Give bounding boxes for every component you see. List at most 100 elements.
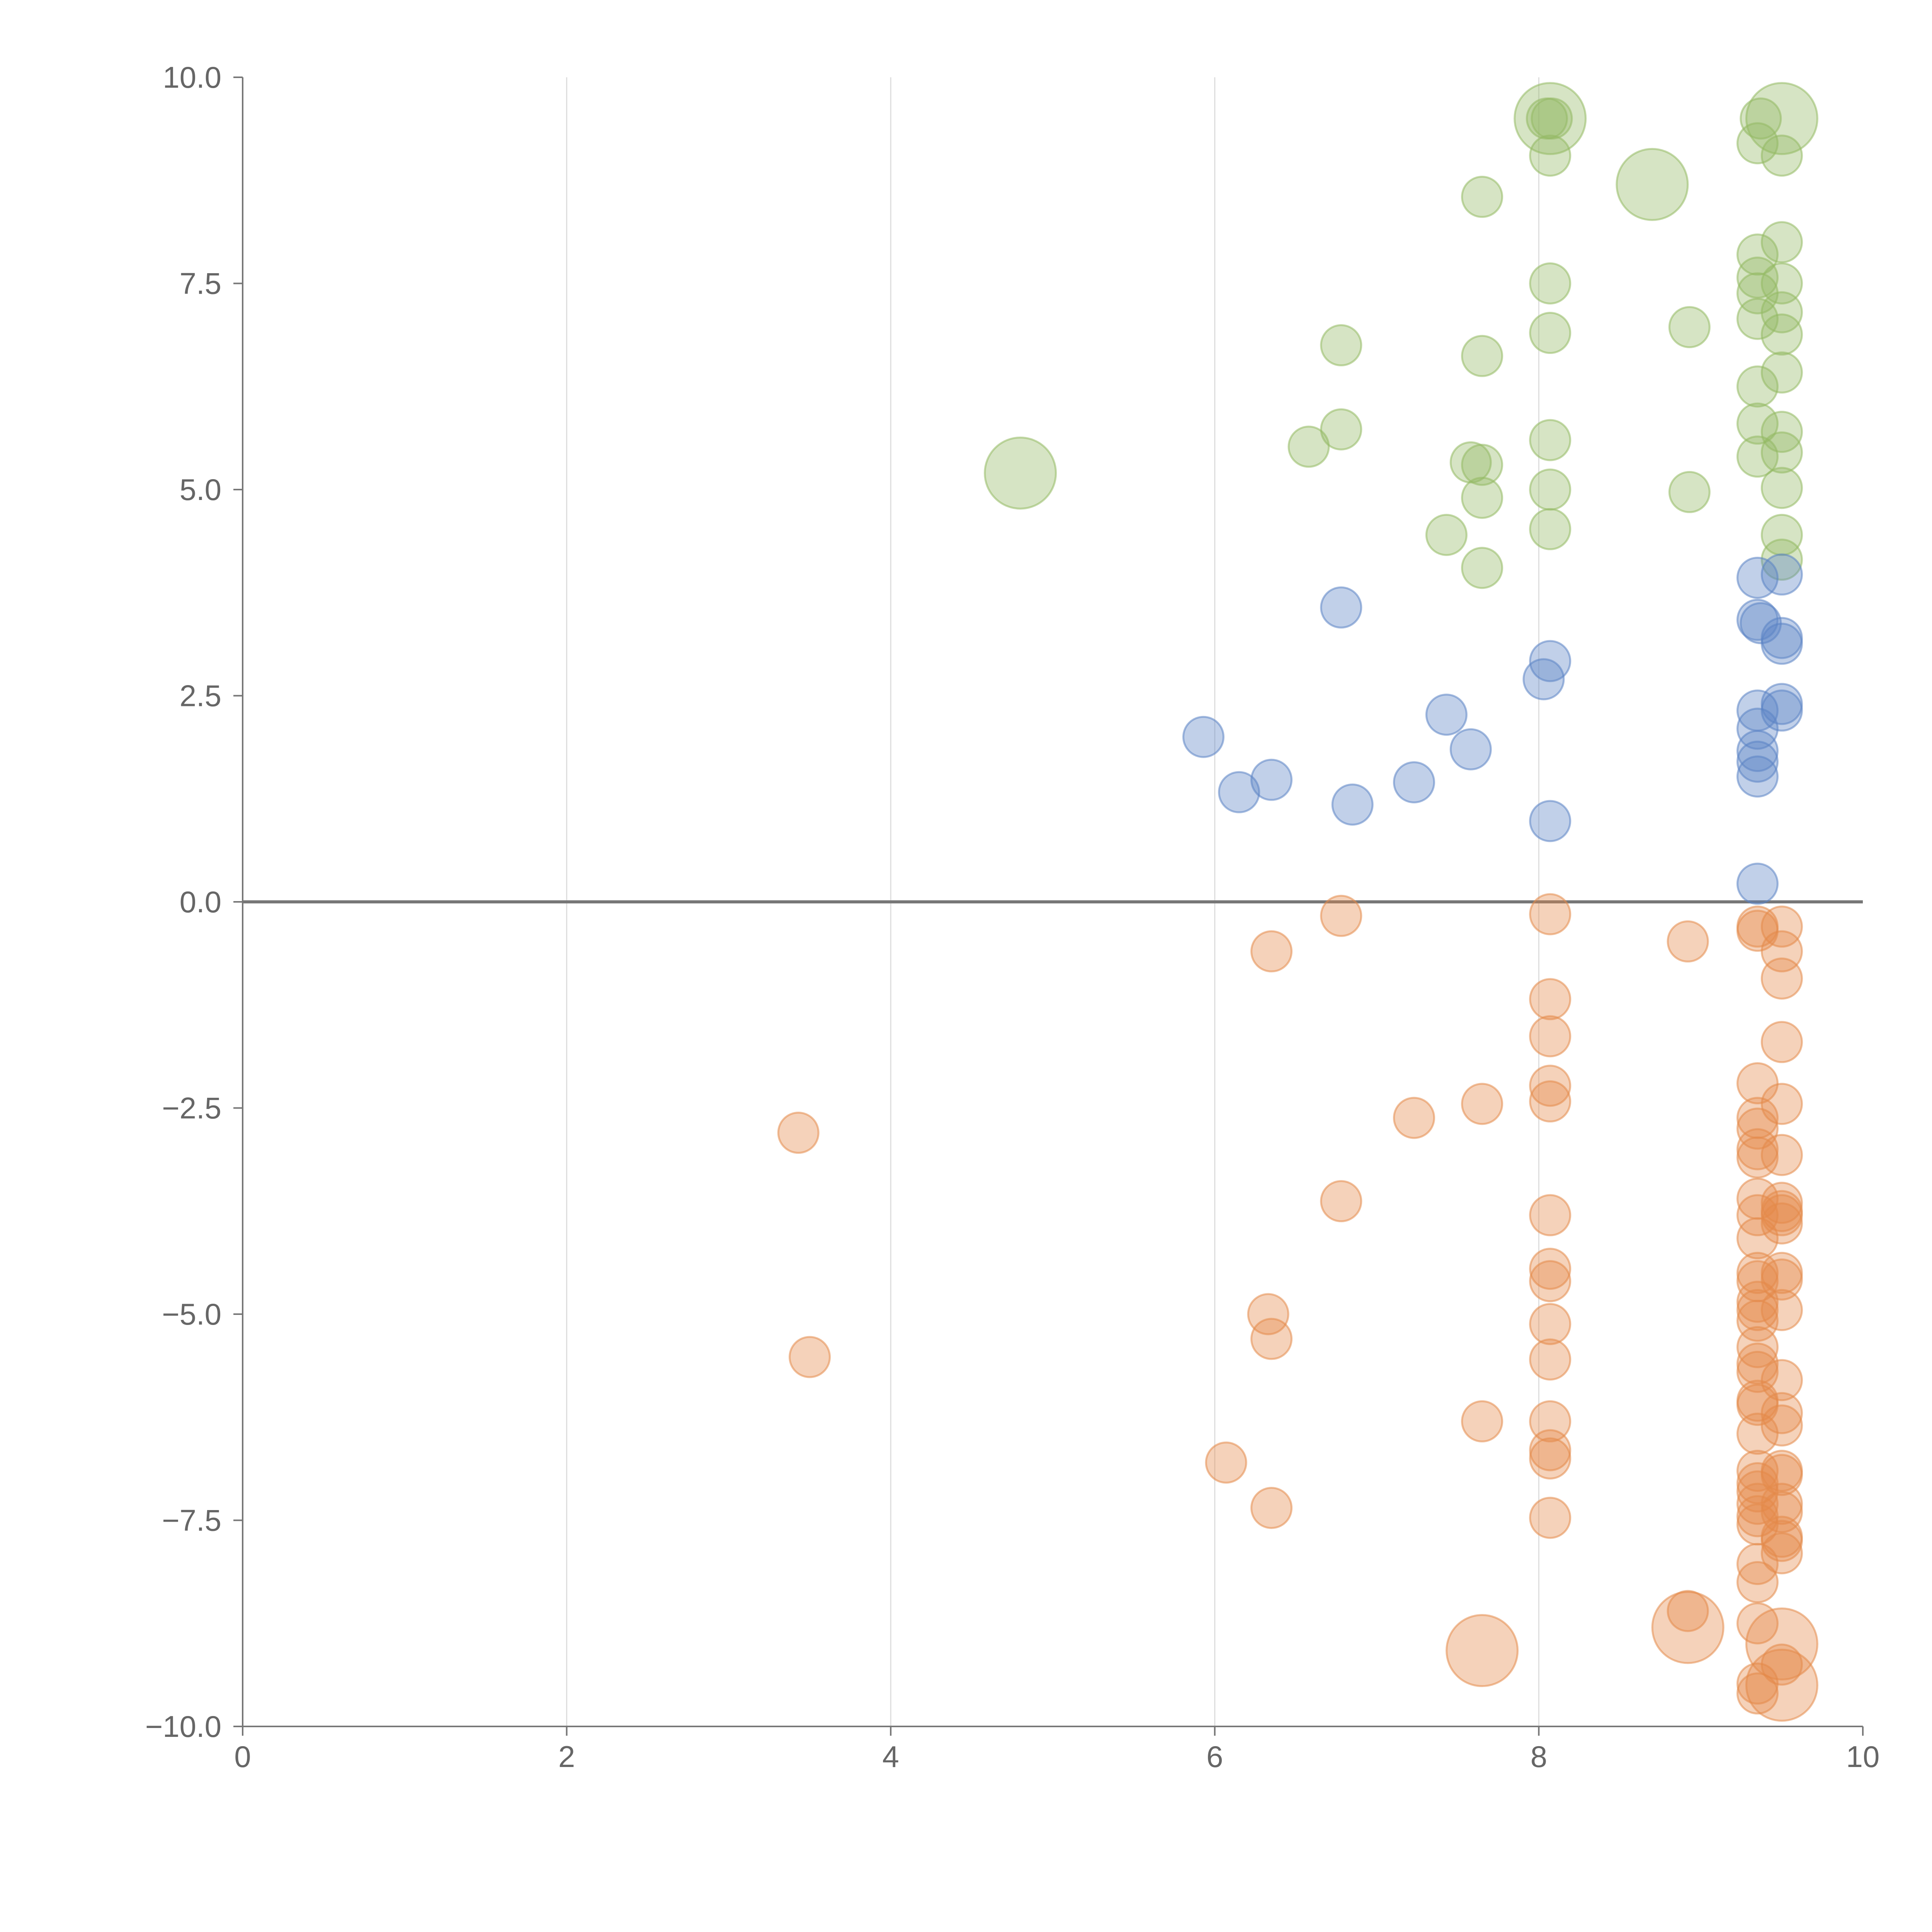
orange-point (1736, 1136, 1779, 1179)
orange-point (1760, 1134, 1803, 1176)
x-tick-label: 10 (1846, 1740, 1880, 1774)
green-point (1760, 134, 1803, 177)
orange-point (1736, 1289, 1779, 1331)
orange-point (1250, 1486, 1293, 1529)
orange-point (1760, 1083, 1803, 1125)
green-point (1736, 257, 1779, 299)
orange-point (1760, 905, 1803, 948)
blue-point (1331, 783, 1374, 826)
orange-point (1320, 1180, 1362, 1223)
green-point (1736, 365, 1779, 408)
green-point (1736, 233, 1779, 276)
orange-large-point (1745, 1607, 1818, 1681)
green-point (1287, 425, 1330, 468)
orange-point (1529, 1080, 1571, 1122)
blue-point (1760, 553, 1803, 596)
blue-point (1393, 761, 1435, 804)
x-tick-label: 4 (883, 1740, 899, 1774)
data-points (777, 82, 1818, 1722)
y-tick-label: −2.5 (162, 1091, 221, 1125)
green-point (1425, 514, 1468, 556)
green-point (1760, 221, 1803, 264)
y-tick-label: 10.0 (163, 60, 221, 94)
green-point (1529, 419, 1571, 461)
orange-point (1667, 920, 1709, 963)
orange-large-point (1745, 1648, 1818, 1722)
y-tick-label: 0.0 (180, 885, 221, 919)
x-tick-label: 2 (558, 1740, 575, 1774)
blue-point (1218, 771, 1260, 813)
green-point (1461, 476, 1503, 519)
green-large-point (984, 436, 1057, 510)
orange-point (1393, 1097, 1435, 1139)
blue-point (1425, 694, 1468, 736)
y-tick-label: −7.5 (162, 1503, 221, 1537)
orange-point (1736, 1326, 1779, 1368)
green-point (1461, 175, 1503, 218)
orange-point (1760, 1454, 1803, 1496)
green-point (1736, 298, 1779, 340)
orange-point (1529, 1260, 1571, 1303)
orange-point (1760, 1392, 1803, 1434)
green-point (1529, 468, 1571, 511)
green-point (1461, 335, 1503, 377)
orange-point (1760, 957, 1803, 1000)
orange-point (1760, 1289, 1803, 1331)
orange-point (1667, 1590, 1709, 1632)
orange-point (1529, 1437, 1571, 1480)
orange-point (1461, 1400, 1503, 1442)
green-point (1320, 324, 1362, 367)
green-large-point (1616, 148, 1689, 221)
orange-point (1760, 1643, 1803, 1686)
blue-point (1529, 800, 1571, 842)
axes (233, 77, 1864, 1736)
green-point (1760, 291, 1803, 333)
blue-point (1760, 622, 1803, 665)
blue-point (1522, 658, 1565, 701)
y-tick-label: 5.0 (180, 473, 221, 507)
green-point (1760, 431, 1803, 474)
orange-point (1736, 1561, 1779, 1604)
blue-point (1736, 755, 1779, 798)
orange-point (1529, 1194, 1571, 1236)
orange-point (1736, 1672, 1779, 1715)
orange-point (1736, 1350, 1779, 1393)
orange-point (777, 1112, 820, 1154)
y-tick-label: 2.5 (180, 679, 221, 713)
blue-point (1736, 862, 1779, 905)
x-tick-label: 8 (1531, 1740, 1547, 1774)
blue-point (1320, 586, 1362, 629)
green-point (1760, 538, 1803, 581)
blue-point (1736, 730, 1779, 772)
green-point (1760, 467, 1803, 509)
orange-large-point (1446, 1614, 1519, 1687)
green-point (1760, 313, 1803, 356)
green-point (1461, 547, 1503, 589)
orange-point (1760, 1520, 1803, 1562)
orange-point (1529, 1303, 1571, 1345)
y-tick-label: −10.0 (145, 1709, 221, 1743)
orange-point (1760, 1491, 1803, 1533)
green-point (1668, 306, 1711, 349)
orange-point (1760, 1258, 1803, 1301)
orange-point (1529, 1015, 1571, 1058)
x-tick-label: 6 (1206, 1740, 1223, 1774)
orange-large-point (1651, 1591, 1725, 1664)
orange-point (1205, 1441, 1247, 1484)
blue-point (1449, 728, 1492, 770)
orange-point (1529, 978, 1571, 1020)
orange-point (1760, 1202, 1803, 1245)
orange-point (1320, 895, 1362, 937)
orange-point (1250, 930, 1293, 973)
orange-point (789, 1336, 831, 1378)
orange-point (1529, 1338, 1571, 1381)
orange-point (1760, 1532, 1803, 1575)
orange-point (1461, 1083, 1503, 1125)
green-large-point (1514, 82, 1587, 155)
tick-labels: 0 2 4 6 8 10 10.0 7.5 5.0 2.5 0.0 −2.5 −5.0 −7.5 −10.0 (145, 60, 1880, 1774)
orange-point (1529, 1400, 1571, 1442)
orange-point (1529, 1497, 1571, 1539)
green-point (1760, 351, 1803, 394)
blue-point (1736, 740, 1779, 783)
